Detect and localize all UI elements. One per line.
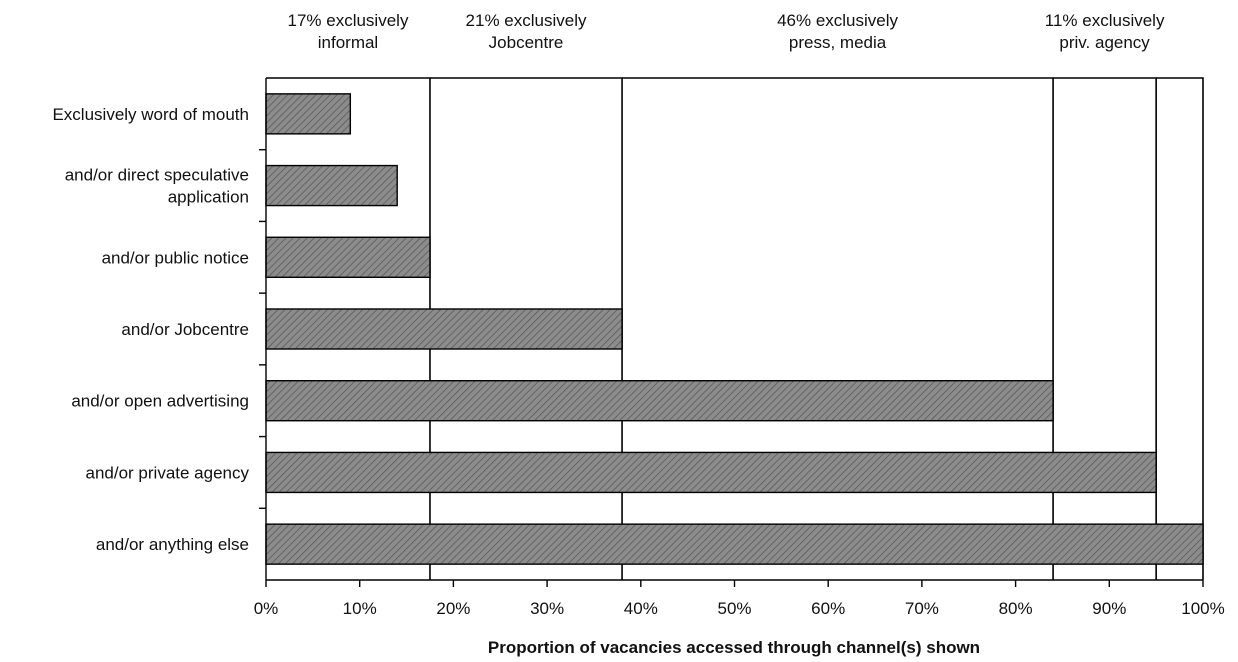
bracket-line-2 xyxy=(622,77,1054,580)
bracket-line-3 xyxy=(1053,77,1157,580)
x-tick-label-6: 60% xyxy=(811,599,845,618)
category-label-4: and/or open advertising xyxy=(71,392,249,411)
bar-4 xyxy=(265,380,1054,422)
x-tick-label-5: 50% xyxy=(717,599,751,618)
bar-6 xyxy=(265,523,1204,565)
bar-0 xyxy=(265,93,352,135)
x-axis-title: Proportion of vacancies accessed through… xyxy=(488,638,980,657)
x-tick-label-3: 30% xyxy=(530,599,564,618)
annotations: 17% exclusively informal 21% exclusively Jo… xyxy=(288,11,1165,52)
category-labels: Exclusively word of mouth and/or direct s… xyxy=(52,105,249,554)
category-label-5: and/or private agency xyxy=(86,463,250,482)
x-tick-label-0: 0% xyxy=(254,599,279,618)
x-tick-label-2: 20% xyxy=(436,599,470,618)
category-label-1: and/or direct speculative application xyxy=(65,166,249,207)
x-tick-label-1: 10% xyxy=(343,599,377,618)
annotation-1: 21% exclusively Jobcentre xyxy=(466,11,587,52)
category-label-3: and/or Jobcentre xyxy=(121,320,249,339)
x-tick-label-9: 90% xyxy=(1092,599,1126,618)
bracket-line-4 xyxy=(1156,77,1204,580)
x-tick-label-10: 100% xyxy=(1181,599,1224,618)
bars xyxy=(265,93,1204,565)
bar-3 xyxy=(265,308,623,350)
bar-1 xyxy=(265,164,398,207)
annotation-0: 17% exclusively informal xyxy=(288,11,409,52)
x-tick-label-7: 70% xyxy=(905,599,939,618)
bar-2 xyxy=(265,236,431,278)
x-tick-labels: 0% 10% 20% 30% 40% 50% 60% 70% 80% 90% 100% xyxy=(254,599,1225,618)
x-tick-label-4: 40% xyxy=(624,599,658,618)
bar-5 xyxy=(265,451,1157,494)
category-label-0: Exclusively word of mouth xyxy=(52,105,249,124)
axes xyxy=(259,78,1204,587)
annotation-2: 46% exclusively press, media xyxy=(777,11,898,52)
x-tick-label-8: 80% xyxy=(999,599,1033,618)
category-label-2: and/or public notice xyxy=(102,248,249,267)
annotation-3: 11% exclusively priv. agency xyxy=(1045,11,1165,52)
category-label-6: and/or anything else xyxy=(96,535,249,554)
